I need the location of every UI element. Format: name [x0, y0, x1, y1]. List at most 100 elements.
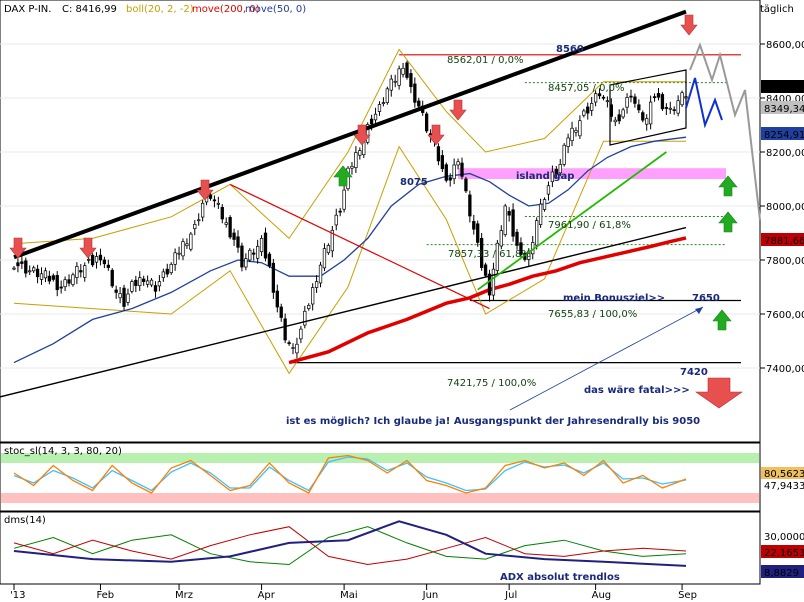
down-arrow-icon [427, 124, 445, 146]
candle-body [248, 249, 252, 261]
up-arrow-icon [712, 309, 732, 331]
candle-body [574, 130, 578, 133]
candle-body [389, 78, 393, 91]
candle-body [197, 219, 201, 222]
candle-body [193, 224, 197, 230]
candle-body [189, 233, 193, 250]
badge-stoch-k: 47,9433 [761, 479, 804, 492]
candle-body [597, 93, 602, 97]
candle-body [330, 229, 334, 252]
trendline-green-uptrend [477, 151, 667, 291]
candle-body [601, 96, 606, 99]
candle-body [558, 164, 562, 174]
candle-body [499, 230, 503, 247]
dms-plus-line [13, 526, 687, 566]
y-tick-label: 8400,00 [766, 94, 804, 105]
candle-body [98, 254, 103, 261]
triangle-pattern [609, 69, 687, 146]
candle-body [161, 271, 165, 278]
candle-body [271, 262, 276, 293]
y-tick-label: 8600,00 [766, 40, 804, 51]
candle-body [448, 177, 452, 181]
candle-body [668, 107, 672, 110]
candle-body [31, 267, 36, 272]
down-arrow-icon [196, 179, 214, 201]
candle-body [307, 305, 311, 309]
bollinger-lower-line [13, 140, 686, 375]
candle-body [138, 277, 142, 286]
annotation-fib-7655: 7655,83 / 100,0% [548, 309, 637, 320]
candle-body [291, 347, 295, 349]
candle-body [641, 112, 645, 121]
candle-body [90, 254, 95, 266]
annotation-fib-7961: 7961,90 / 61,8% [548, 220, 631, 231]
candle-body [479, 238, 484, 268]
candle-body [118, 293, 122, 299]
candle-body [216, 202, 221, 205]
candle-body [244, 258, 248, 268]
candle-body [629, 95, 633, 98]
candle-body [177, 252, 181, 255]
candle-body [311, 287, 315, 305]
axis-layer: 8600,00 8400,00 8200,00 8000,00 7800,00 7600,… [10, 40, 804, 601]
candle-body [507, 211, 511, 216]
candle-body [259, 238, 264, 253]
candle-body [232, 232, 236, 240]
candle-body [672, 109, 676, 111]
candle-body [295, 343, 299, 354]
projection-blue [685, 77, 723, 129]
candle-body [145, 280, 150, 285]
candle-body [495, 242, 500, 271]
y-tick-label: 8200,00 [766, 148, 804, 159]
candle-body [79, 270, 83, 273]
candle-body [169, 263, 173, 274]
candle-body [185, 243, 189, 247]
annotation-8075: 8075 [400, 177, 428, 188]
y-tick-label: 7800,00 [766, 256, 804, 267]
x-tick-label: '13 [10, 590, 25, 601]
candle-body [126, 293, 130, 303]
candle-body [279, 306, 283, 318]
candle-body [228, 216, 232, 238]
candle-body [314, 281, 319, 288]
up-arrow-icon [718, 211, 738, 233]
projection-arrowhead-icon [695, 307, 703, 314]
candle-body [39, 273, 44, 280]
candle-body [413, 83, 417, 103]
candle-body [570, 127, 574, 142]
down-arrow-icon [79, 237, 97, 259]
candle-body [381, 102, 386, 104]
candle-body [452, 164, 456, 180]
y-tick-label: 8000,00 [766, 202, 804, 213]
candle-body [212, 199, 217, 202]
candle-body [208, 194, 213, 199]
candle-body [546, 185, 551, 195]
candle-body [397, 68, 401, 86]
x-tick-label: Mai [340, 590, 358, 601]
candle-body [542, 199, 547, 210]
stoch-label: stoc_sl(14, 3, 3, 80, 20) [4, 446, 122, 457]
candle-body [255, 245, 260, 259]
candle-body [566, 137, 570, 147]
svg-text:8349,34: 8349,34 [764, 104, 804, 115]
candle-body [586, 106, 590, 114]
annotation-question: ist es möglich? Ich glaube ja! Ausgangsp… [286, 416, 700, 427]
stoch-overbought-zone [1, 453, 759, 463]
candle-body [401, 67, 405, 75]
badge-ma50: 8254,91 [761, 127, 804, 141]
candle-body [71, 274, 75, 285]
bollinger-upper-line [13, 48, 686, 245]
down-arrow-icon [695, 377, 743, 409]
candle-body [652, 96, 657, 99]
candle-body [287, 342, 291, 345]
candle-body [617, 114, 621, 122]
candle-body [648, 101, 653, 125]
trendline-red-downtrend [229, 183, 490, 310]
candle-body [59, 286, 63, 289]
candle-body [605, 100, 610, 103]
candle-body [220, 207, 224, 220]
candle-body [338, 210, 342, 213]
annotation-fatal: das wäre fatal>>> [584, 385, 690, 396]
x-tick-label: Sep [678, 590, 697, 601]
